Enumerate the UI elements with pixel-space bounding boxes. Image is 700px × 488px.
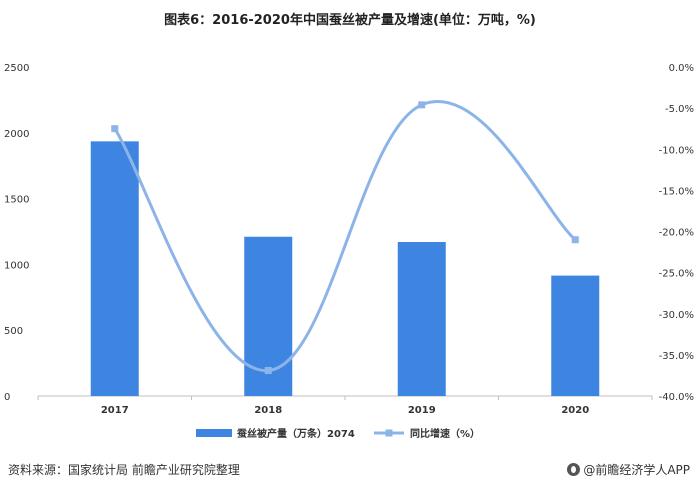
y-right-tick-label: -20.0% [659,228,694,239]
x-tick-label: 2017 [101,405,129,416]
y-right-tick-label: -10.0% [659,145,694,156]
y-right-tick-label: -35.0% [659,351,694,362]
brand-logo-icon [567,463,581,476]
legend-line-marker [385,429,393,437]
axes [37,395,653,400]
y-right-tick-label: -25.0% [659,269,694,280]
y-right-tick-label: -30.0% [659,310,694,321]
y-right-tick-label: 0.0% [669,63,694,74]
brand-credit-text: @前瞻经济学人APP [583,463,690,477]
growth-point-2020 [571,236,579,244]
legend-bar-swatch [196,429,232,437]
y-left-tick-label: 500 [4,326,23,337]
growth-point-2019 [418,101,426,109]
chart-title: 图表6：2016-2020年中国蚕丝被产量及增速(单位：万吨，%) [164,13,536,28]
line-series [111,100,579,375]
x-tick-label: 2018 [254,405,282,416]
growth-point-2018 [264,367,272,375]
brand-credit: @前瞻经济学人APP [567,461,690,478]
bar-2017 [90,141,139,396]
legend-bar-label: 蚕丝被产量（万条）2074 [236,427,355,440]
bar-series [90,141,600,396]
x-tick-label: 2020 [561,405,589,416]
y-left-tick-label: 1000 [4,260,29,271]
growth-line [113,100,577,373]
legend: 蚕丝被产量（万条）2074 同比增速（%） [196,427,480,440]
bar-2020 [551,275,600,396]
legend-line-label: 同比增速（%） [410,427,480,440]
y-right-tick-label: -15.0% [659,186,694,197]
x-tick-label: 2019 [408,405,436,416]
y-left-tick-label: 2500 [4,63,29,74]
source-note: 资料来源：国家统计局 前瞻产业研究院整理 [8,463,240,477]
y-right-tick-label: -40.0% [659,392,694,403]
bar-2019 [397,242,446,396]
y-left-tick-label: 1500 [4,195,29,206]
y-left-tick-label: 2000 [4,129,29,140]
y-left-tick-label: 0 [4,392,10,403]
y-right-tick-label: -5.0% [665,104,694,115]
growth-point-2017 [111,125,119,133]
axis-labels: 0 500 1000 1500 2000 2500 0.0% -5.0% -10.0% -15.0… [4,63,694,416]
